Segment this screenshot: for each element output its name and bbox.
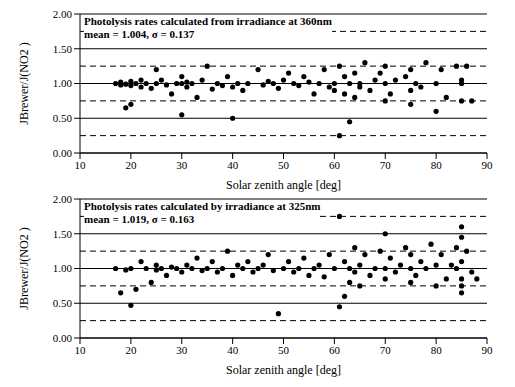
svg-text:90: 90	[482, 344, 494, 356]
svg-text:0.50: 0.50	[53, 112, 73, 124]
svg-text:Solar zenith angle [deg]: Solar zenith angle [deg]	[226, 363, 341, 377]
html-text:mean = 1.019, σ = 0.163: mean = 1.019, σ = 0.163	[84, 213, 195, 225]
html-text:Photolysis rates calculated by: Photolysis rates calculated by irradianc…	[84, 200, 321, 212]
svg-text:30: 30	[176, 344, 188, 356]
svg-text:1.00: 1.00	[53, 77, 73, 89]
svg-text:10: 10	[75, 159, 87, 171]
svg-text:0.50: 0.50	[53, 297, 73, 309]
svg-text:50: 50	[278, 159, 290, 171]
svg-text:60: 60	[329, 344, 341, 356]
svg-text:JBrewer/J(NO2 ): JBrewer/J(NO2 )	[17, 42, 31, 124]
svg-text:40: 40	[227, 159, 239, 171]
svg-text:50: 50	[278, 344, 290, 356]
svg-text:60: 60	[329, 159, 341, 171]
svg-text:1.50: 1.50	[53, 43, 73, 55]
svg-text:40: 40	[227, 344, 239, 356]
html-text:mean = 1.004, σ = 0.137: mean = 1.004, σ = 0.137	[84, 28, 195, 40]
html-text:Photolysis rates calculated fr: Photolysis rates calculated from irradia…	[84, 15, 332, 27]
svg-text:20: 20	[125, 344, 137, 356]
svg-text:JBrewer/J(NO2 ): JBrewer/J(NO2 )	[17, 227, 31, 309]
svg-text:10: 10	[75, 344, 87, 356]
svg-text:80: 80	[431, 159, 443, 171]
svg-text:70: 70	[380, 159, 392, 171]
svg-text:30: 30	[176, 159, 188, 171]
svg-text:0.00: 0.00	[53, 147, 73, 159]
svg-text:0.00: 0.00	[53, 332, 73, 344]
svg-text:Solar zenith angle [deg]: Solar zenith angle [deg]	[226, 178, 341, 192]
svg-text:80: 80	[431, 344, 443, 356]
svg-text:1.50: 1.50	[53, 228, 73, 240]
svg-text:2.00: 2.00	[53, 193, 73, 205]
svg-text:2.00: 2.00	[53, 8, 73, 20]
svg-text:70: 70	[380, 344, 392, 356]
svg-text:20: 20	[125, 159, 137, 171]
svg-text:90: 90	[482, 159, 494, 171]
svg-text:1.00: 1.00	[53, 262, 73, 274]
